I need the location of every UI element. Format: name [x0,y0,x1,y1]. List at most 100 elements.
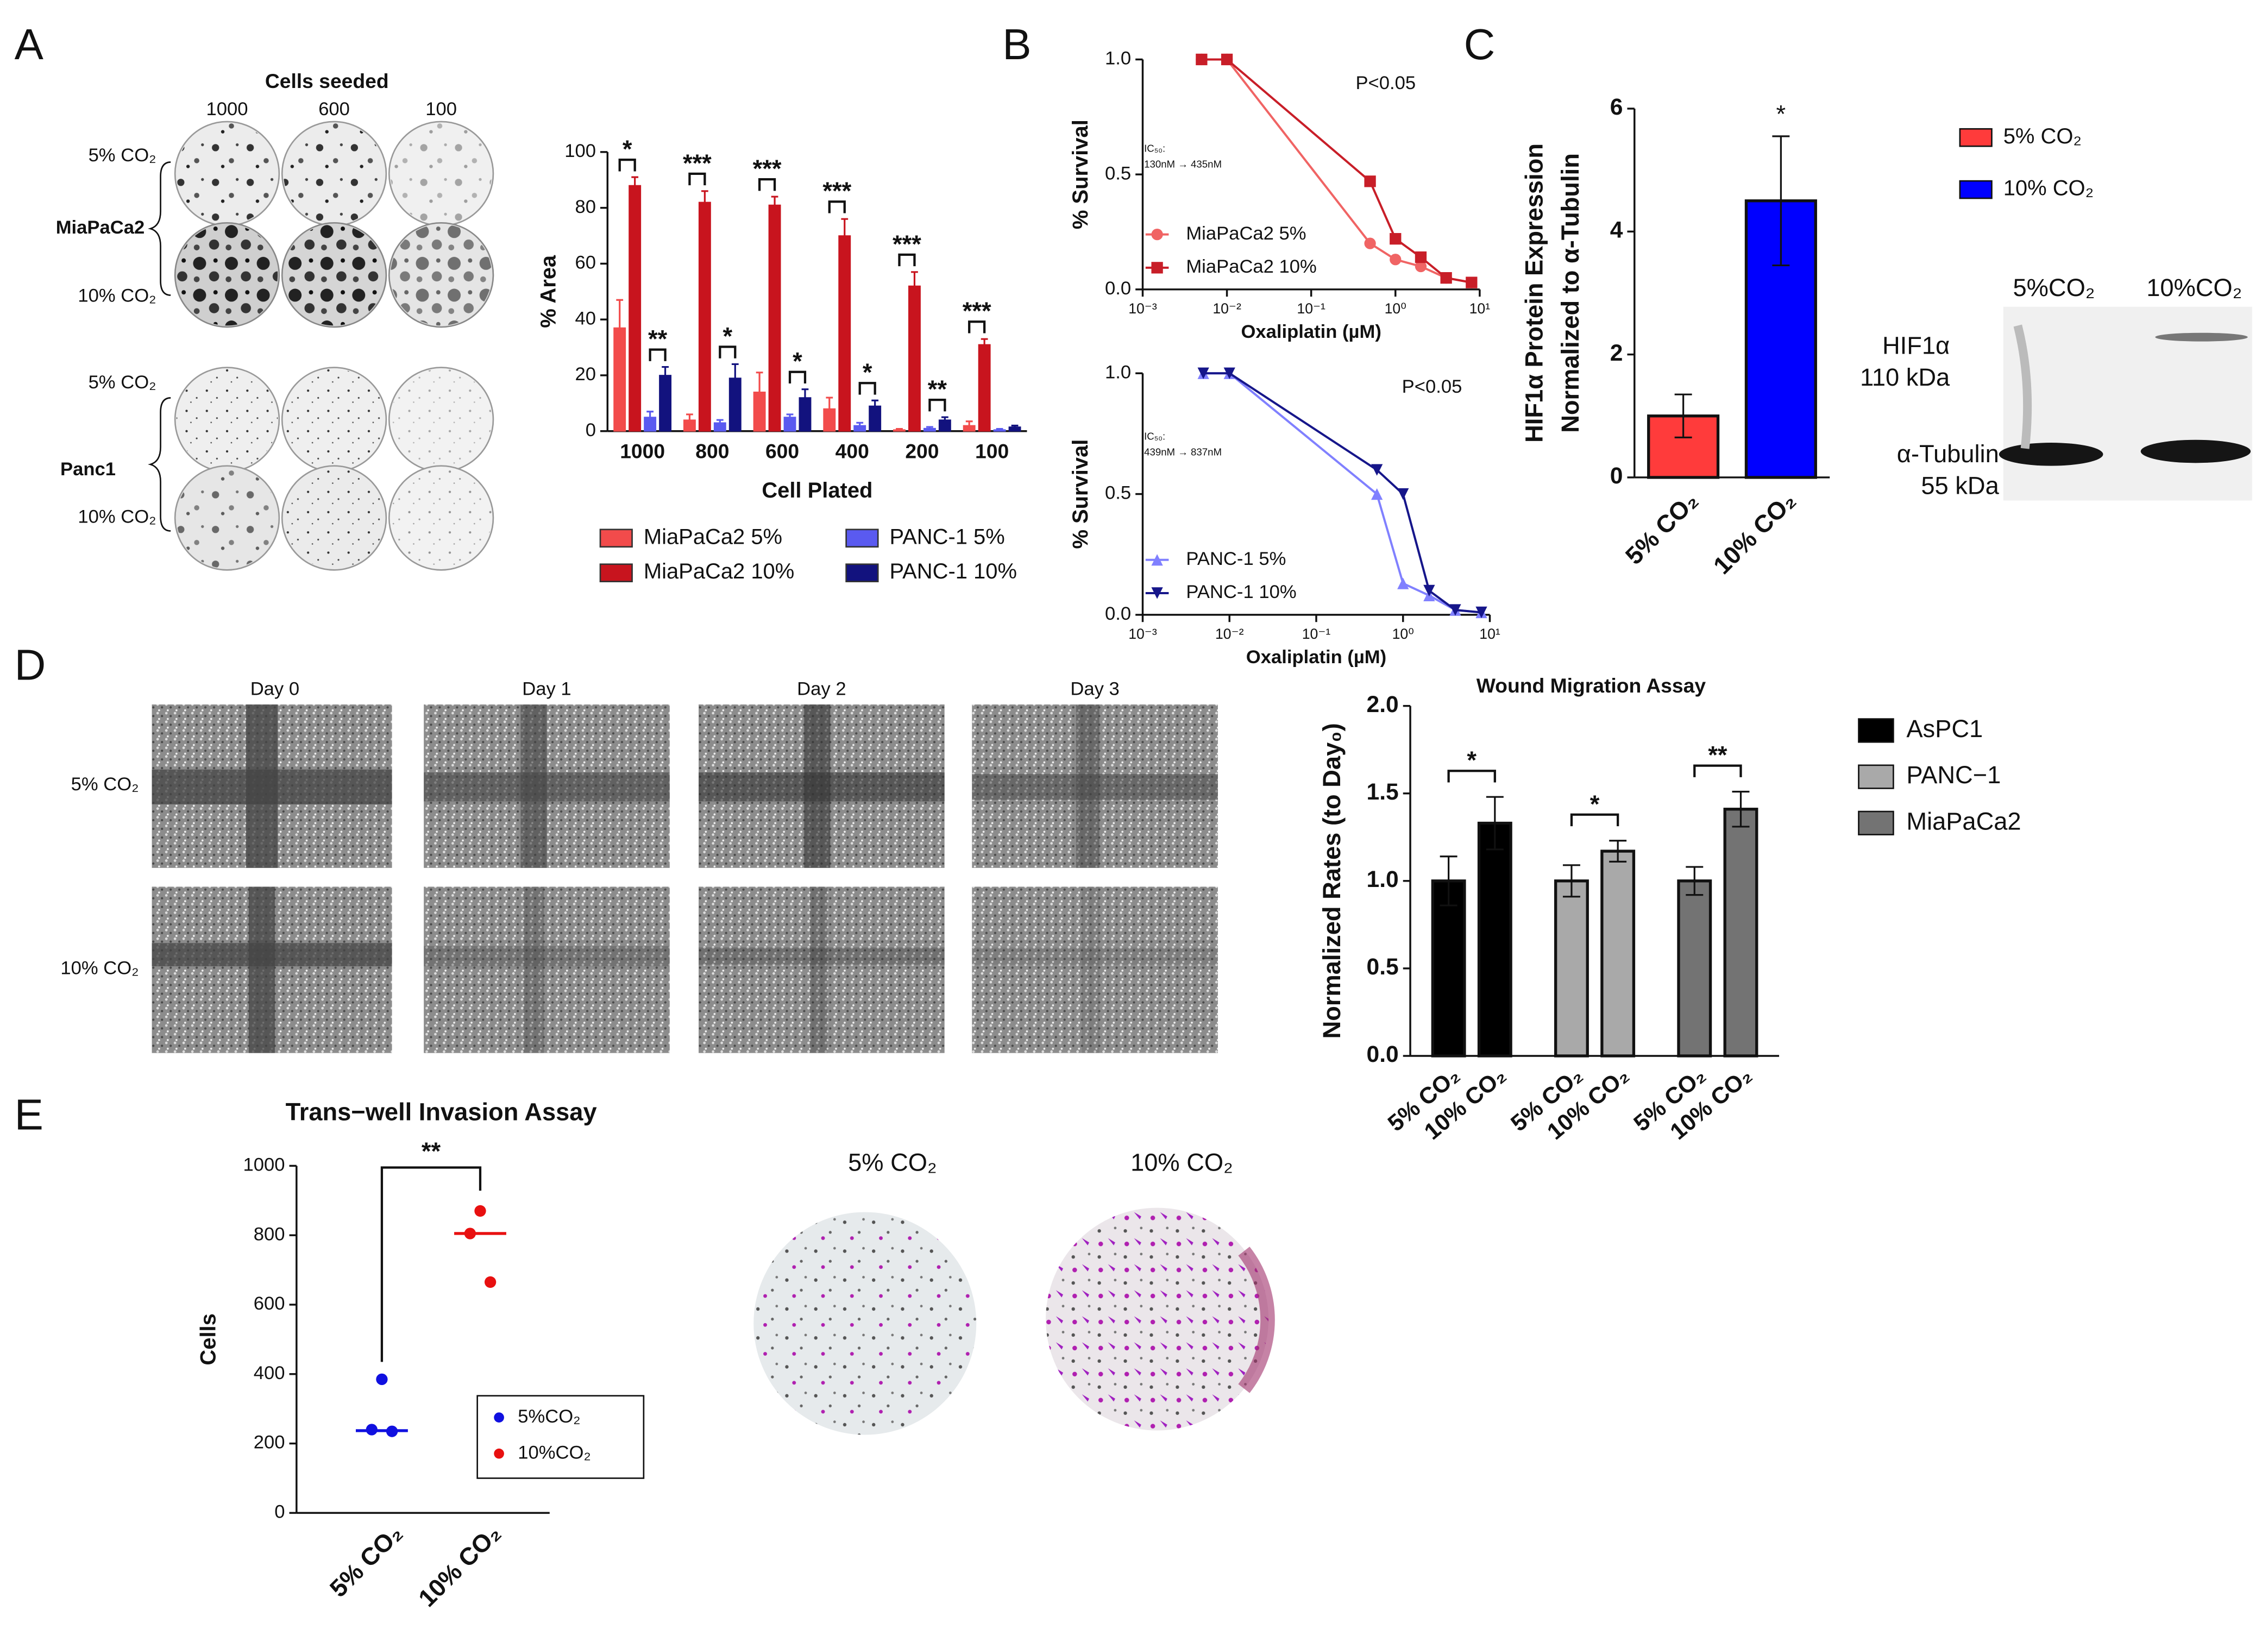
x-tick-label: 600 [765,440,799,463]
wound [699,947,945,965]
row-label: 10% CO₂ [60,958,139,978]
error-bar [701,190,708,215]
cell-line-label: Panc1 [60,459,116,480]
panel-label: C [1464,20,1496,68]
ic50-label: IC₅₀: [1144,142,1165,154]
marker [1415,251,1427,263]
band-label: HIF1α [1882,331,1950,359]
y-tick-label: 0.5 [1367,954,1399,980]
colonies [283,224,385,326]
y-tick-label: 400 [254,1363,285,1383]
brace [148,161,171,296]
y-tick-label: 0 [586,420,596,441]
significance-bracket [858,382,876,395]
colonies [390,224,492,326]
error-bar [731,363,739,393]
legend-box [476,1395,645,1479]
marker [1197,367,1209,379]
blot-band [1999,443,2103,466]
y-tick-label: 20 [575,364,596,385]
significance-label: * [793,348,802,375]
column-label: 1000 [206,99,248,119]
legend-swatch [845,528,879,548]
bar [1554,879,1589,1058]
wound [248,886,275,1053]
significance-bracket [1447,770,1496,783]
panel-label: E [15,1091,43,1139]
significance-label: *** [893,230,921,258]
significance-bracket [898,253,916,267]
wound [424,946,670,966]
ic50-text: 130nM → 435nM [1144,159,1222,170]
point [484,1276,497,1288]
error-bar [801,388,809,407]
marker [1449,604,1461,616]
wound [699,772,945,802]
y-tick-label: 0.5 [1105,163,1131,184]
y-axis-label: % Survival [1069,119,1092,229]
chart-title: Trans−well Invasion Assay [286,1098,597,1125]
significance-label: * [1467,746,1477,774]
blot-band [2140,439,2251,463]
y-tick-label: 60 [575,253,596,273]
error-bar [926,426,933,431]
y-axis-label: Normalized Rates (to Day₀) [1318,723,1346,1039]
wound [152,943,392,966]
marker [1371,464,1383,476]
blot-smear [2013,324,2032,449]
chart-title: Wound Migration Assay [1477,674,1706,697]
bar [1600,850,1636,1058]
wound [972,947,1218,965]
error-bar [771,196,778,215]
x-tick-label: 10⁰ [1392,626,1414,642]
error-bar [996,428,1003,432]
x-tick-label: 10⁻² [1215,626,1244,642]
y-tick-label: 0.0 [1367,1041,1399,1067]
ic50-text: 439nM → 837nM [1144,446,1222,458]
y-tick-label: 1000 [243,1155,285,1175]
row-label: 5% CO₂ [89,372,156,393]
wound [424,772,670,802]
marker [1440,272,1452,284]
error-bar [662,366,669,385]
column-label: 100 [425,99,457,119]
significance-label: * [863,358,872,386]
y-tick-label: 40 [575,308,596,329]
colonies [283,123,385,224]
error-bar [1011,424,1019,430]
x-tick-label: 5% CO₂ [1620,487,1703,570]
lane-label: 10%CO₂ [2146,274,2242,301]
significance-label: *** [753,155,782,183]
y-tick-label: 0 [274,1502,285,1522]
curve [1201,58,1472,284]
legend-label: PANC−1 [1906,761,2001,789]
colonies [390,123,492,224]
error-bar [981,338,988,351]
y-tick-label: 1.0 [1105,362,1131,382]
x-tick-label: 10⁻² [1212,300,1241,317]
legend-label: PANC-1 10% [1186,582,1296,602]
error-bar [1609,840,1627,863]
x-tick-label: 10% CO₂ [1708,487,1801,580]
error-bar [1562,864,1580,898]
legend-label: 5% CO₂ [2003,124,2082,148]
y-axis-label: % Survival [1069,439,1092,549]
y-tick-label: 600 [254,1293,285,1314]
marker [1390,233,1402,245]
error-bar [786,413,794,421]
x-tick-label: 5% CO₂ [324,1519,407,1602]
legend-marker [494,1448,504,1459]
marker [1151,587,1163,599]
colonies [176,224,278,326]
error-bar [631,176,639,195]
legend-label: 5%CO₂ [518,1406,580,1427]
bar [629,185,642,432]
row-label: 5% CO₂ [89,145,156,166]
legend-label: MiaPaCa2 10% [644,559,794,583]
bar [1431,879,1466,1058]
marker [1223,367,1235,379]
bar [698,202,711,432]
wound-images [152,704,1218,1053]
lane-label: 5%CO₂ [2013,274,2095,301]
